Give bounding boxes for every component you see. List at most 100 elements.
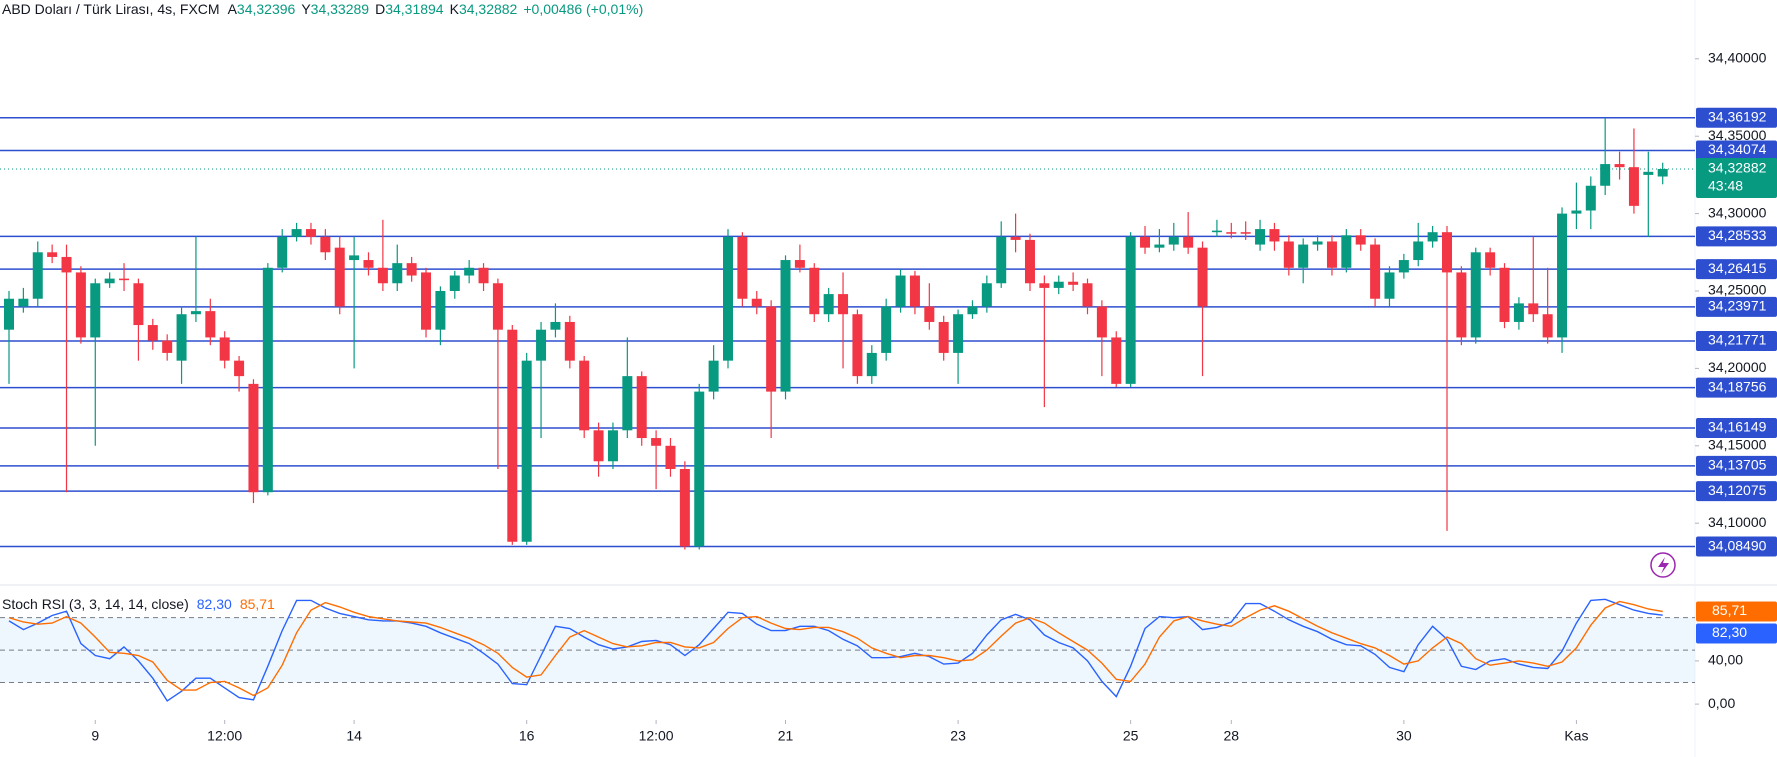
candle-body bbox=[593, 430, 604, 462]
candle-body bbox=[18, 298, 29, 307]
candle-body bbox=[392, 263, 403, 284]
level-label: 34,36192 bbox=[1708, 108, 1767, 124]
candle-body bbox=[1039, 283, 1050, 288]
candle-body bbox=[1341, 235, 1352, 268]
candle-body bbox=[435, 291, 446, 330]
x-tick-label: 12:00 bbox=[639, 728, 674, 744]
candle-body bbox=[377, 267, 388, 284]
candle-body bbox=[564, 321, 575, 361]
candle-body bbox=[219, 337, 230, 361]
candle-body bbox=[1168, 236, 1179, 245]
x-tick-label: 9 bbox=[91, 728, 99, 744]
candle-body bbox=[478, 267, 489, 284]
level-label-box bbox=[1696, 418, 1777, 439]
candle-body bbox=[277, 236, 288, 268]
candle-body bbox=[938, 321, 949, 353]
symbol-title: ABD Doları / Türk Lirası, 4s, FXCM bbox=[2, 1, 220, 17]
candle-body bbox=[4, 298, 14, 330]
candle-body bbox=[334, 247, 345, 307]
level-label-box bbox=[1696, 259, 1777, 280]
last-price-timer: 43:48 bbox=[1708, 178, 1743, 194]
candle-body bbox=[1111, 337, 1122, 384]
x-tick-label: 14 bbox=[346, 728, 362, 744]
alert-icon[interactable] bbox=[1650, 552, 1676, 578]
y-tick-label: 34,15000 bbox=[1708, 436, 1767, 452]
candle-body bbox=[1370, 244, 1381, 299]
candle-body bbox=[1082, 283, 1093, 307]
candle-body bbox=[852, 314, 863, 377]
candle-body bbox=[47, 252, 58, 257]
level-label-box bbox=[1696, 226, 1777, 247]
ohlc-value: 34,32882 bbox=[458, 1, 518, 17]
x-tick-label: 28 bbox=[1224, 728, 1240, 744]
candle-body bbox=[305, 229, 316, 237]
candle-body bbox=[32, 252, 43, 299]
candle-body bbox=[1470, 252, 1481, 338]
indicator-legend: Stoch RSI (3, 3, 14, 14, close) 82,30 85,7… bbox=[2, 596, 283, 612]
level-label-box bbox=[1696, 536, 1777, 557]
candle-body bbox=[1528, 303, 1539, 315]
candle-body bbox=[1125, 236, 1136, 384]
y-tick-label: 34,25000 bbox=[1708, 282, 1767, 298]
level-label: 34,08490 bbox=[1708, 537, 1767, 553]
candle-body bbox=[1542, 314, 1553, 338]
y-tick-label: 34,35000 bbox=[1708, 127, 1767, 143]
ohlc-key: Y bbox=[301, 1, 311, 17]
candle-body bbox=[521, 360, 532, 542]
candle-body bbox=[1298, 244, 1309, 268]
candle-body bbox=[1427, 232, 1438, 242]
candle-body bbox=[1600, 164, 1611, 186]
x-tick-label: 21 bbox=[778, 728, 794, 744]
candle-body bbox=[1456, 272, 1467, 338]
level-label: 34,13705 bbox=[1708, 457, 1767, 473]
candle-body bbox=[349, 255, 360, 261]
candle-body bbox=[751, 298, 762, 307]
candle-body bbox=[1096, 306, 1107, 338]
candle-body bbox=[1068, 281, 1079, 285]
candle-body bbox=[809, 267, 820, 315]
candle-body bbox=[607, 430, 618, 462]
ohlc-legend: A34,32396 Y34,33289 D34,31894 K34,32882 bbox=[228, 1, 524, 17]
ohlc-key: K bbox=[449, 1, 459, 17]
candle-body bbox=[248, 383, 259, 493]
ohlc-key: A bbox=[227, 1, 237, 17]
y-tick-label: 34,10000 bbox=[1708, 514, 1767, 530]
x-tick-label: 30 bbox=[1396, 728, 1412, 744]
header: ABD Doları / Türk Lirası, 4s, FXCM A34,32… bbox=[2, 1, 649, 17]
candle-body bbox=[766, 306, 777, 392]
candle-body bbox=[737, 236, 748, 299]
candle-body bbox=[794, 260, 805, 268]
candle-body bbox=[1398, 260, 1409, 273]
candle-body bbox=[190, 311, 201, 315]
level-label: 34,18756 bbox=[1708, 378, 1767, 394]
candle-body bbox=[147, 325, 158, 341]
level-label: 34,16149 bbox=[1708, 419, 1767, 435]
candle-body bbox=[996, 236, 1007, 284]
y-tick-label: 34,30000 bbox=[1708, 204, 1767, 220]
candle-body bbox=[1010, 236, 1021, 240]
candle-body bbox=[1485, 252, 1496, 268]
candle-body bbox=[421, 272, 432, 330]
candle-body bbox=[838, 294, 849, 315]
candle-body bbox=[1255, 229, 1266, 245]
level-label-box bbox=[1696, 481, 1777, 502]
candle-body bbox=[1326, 241, 1337, 268]
candle-body bbox=[1614, 164, 1625, 168]
level-label-box bbox=[1696, 455, 1777, 476]
candle-body bbox=[679, 469, 690, 547]
candle-body bbox=[291, 229, 302, 237]
change: +0,00486 (+0,01%) bbox=[523, 1, 644, 17]
stoch-value-box bbox=[1696, 601, 1777, 622]
candle-body bbox=[90, 283, 101, 338]
stoch-value-label: 85,71 bbox=[1712, 602, 1747, 618]
level-label-box bbox=[1696, 296, 1777, 317]
candle-body bbox=[1053, 281, 1064, 288]
x-tick-label: 25 bbox=[1123, 728, 1139, 744]
candle-body bbox=[1269, 229, 1280, 242]
candle-body bbox=[133, 283, 144, 326]
candle-body bbox=[953, 314, 964, 353]
candle-body bbox=[320, 236, 331, 253]
candle-body bbox=[1571, 210, 1582, 214]
